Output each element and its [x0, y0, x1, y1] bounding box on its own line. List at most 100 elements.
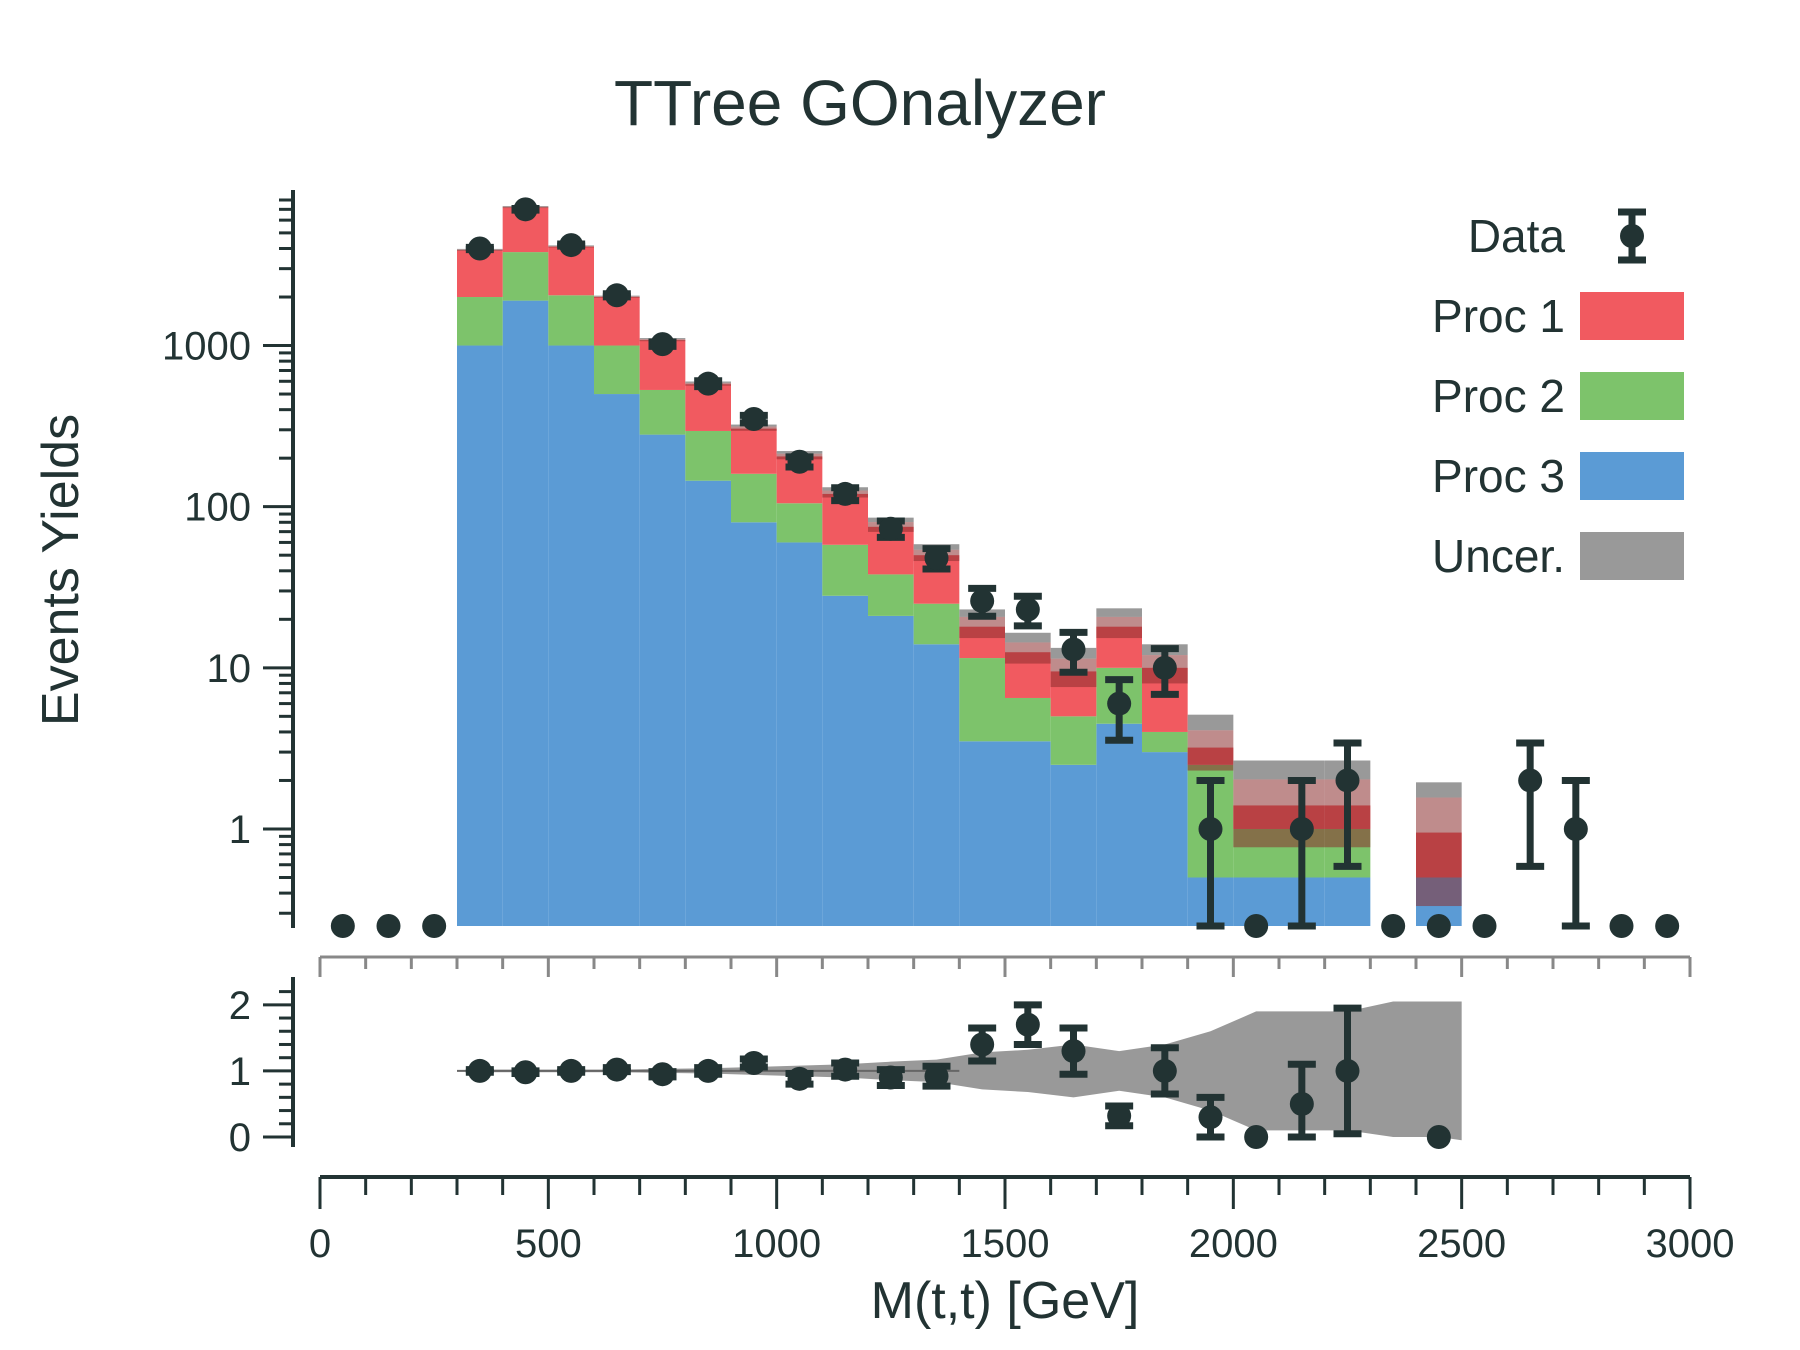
data-point [513, 197, 538, 222]
data-point [878, 516, 903, 541]
ratio-point [1244, 1125, 1269, 1149]
legend-label: Proc 3 [1432, 450, 1565, 502]
ratio-point [696, 1058, 721, 1083]
data-points [330, 197, 1680, 938]
bar-proc-3 [457, 345, 503, 926]
data-point [1289, 816, 1314, 841]
ratio-points [465, 1001, 1451, 1149]
data-point [970, 588, 995, 613]
uncertainty-inner [959, 616, 1005, 639]
uncertainty-inner [1233, 779, 1279, 848]
data-point [1061, 637, 1086, 662]
x-tick-label: 0 [309, 1222, 331, 1266]
data-point [422, 914, 447, 938]
x-tick-label: 1500 [961, 1222, 1050, 1266]
ratio-point [1015, 1012, 1040, 1037]
data-point [833, 481, 858, 506]
legend-label: Proc 1 [1432, 290, 1565, 342]
bar-proc-3 [1324, 877, 1371, 926]
ratio-point [1426, 1125, 1451, 1149]
data-point [1563, 816, 1588, 841]
x-tick-label: 3000 [1646, 1222, 1735, 1266]
y-tick-label: 100 [184, 486, 251, 530]
data-point [330, 914, 355, 938]
bar-proc-2 [1050, 716, 1097, 765]
data-point [1335, 768, 1360, 793]
y-tick-label: 1 [229, 808, 251, 852]
ratio-point [1198, 1105, 1223, 1130]
uncertainty-inner [1005, 642, 1051, 664]
bar-proc-2 [868, 574, 914, 616]
bar-proc-3 [822, 595, 868, 926]
data-point [1472, 914, 1497, 938]
data-point [1609, 914, 1634, 938]
legend: Data Proc 1 Proc 2 Proc 3 Uncer. [1432, 208, 1684, 582]
main-axes: 1 10 100 1000 [162, 190, 1692, 977]
legend-label: Data [1468, 210, 1566, 262]
y-axis-label: Events Yields [32, 414, 90, 726]
chart-title: TTree GOnalyzer [614, 67, 1106, 139]
y-tick-label: 1000 [162, 325, 251, 369]
bar-proc-3 [639, 434, 686, 926]
bar-proc-3 [913, 644, 960, 926]
ratio-point [1335, 1058, 1360, 1083]
uncertainty-inner [1096, 616, 1142, 639]
data-point [787, 449, 812, 474]
legend-swatch [1580, 372, 1684, 420]
data-point [1244, 914, 1269, 938]
bar-proc-2 [594, 345, 640, 395]
bar-proc-2 [822, 544, 868, 596]
x-tick-label: 2500 [1417, 1222, 1506, 1266]
ratio-point [924, 1064, 949, 1089]
bar-proc-2 [685, 430, 731, 481]
bar-proc-3 [685, 480, 731, 926]
data-point [376, 914, 401, 938]
ratio-point [833, 1057, 858, 1082]
ratio-axes: 0 1 2 0 500 1000 1500 2000 2500 3000 [229, 977, 1735, 1266]
data-point [696, 371, 721, 396]
bar-proc-2 [731, 473, 777, 523]
bar-proc-3 [594, 394, 640, 927]
legend-swatch [1580, 452, 1684, 500]
x-tick-label: 2000 [1189, 1222, 1278, 1266]
data-point [650, 332, 675, 357]
data-point [559, 233, 584, 258]
legend-swatch [1580, 532, 1684, 580]
bar-proc-2 [913, 603, 960, 645]
bar-proc-3 [548, 345, 594, 926]
ratio-point [787, 1066, 812, 1091]
y-tick-label: 10 [207, 647, 252, 691]
data-point [1426, 914, 1451, 938]
uncertainty-inner [1416, 797, 1462, 907]
legend-swatch [1580, 292, 1684, 340]
data-point [1152, 655, 1177, 680]
uncertainty-outer-upper [1096, 608, 1142, 617]
data-point [604, 283, 629, 308]
ratio-point [1289, 1091, 1314, 1116]
ratio-point [467, 1058, 492, 1083]
bar-proc-3 [1096, 723, 1142, 926]
bar-proc-2 [959, 658, 1005, 742]
data-point [1518, 768, 1543, 793]
bar-proc-2 [502, 252, 549, 301]
data-point [1015, 597, 1040, 622]
ratio-point [1061, 1039, 1086, 1064]
bar-proc-3 [1005, 741, 1051, 926]
ratio-y-tick-label: 1 [229, 1050, 251, 1094]
uncertainty-outer-upper [1005, 632, 1051, 643]
uncertainty-outer-upper [1279, 760, 1325, 780]
bar-proc-3 [1050, 764, 1097, 926]
bar-proc-3 [959, 741, 1005, 926]
data-point [741, 407, 766, 432]
bar-proc-2 [1005, 697, 1051, 742]
x-axis-label: M(t,t) [GeV] [871, 1272, 1140, 1330]
legend-label: Uncer. [1432, 530, 1565, 582]
data-point [1107, 691, 1132, 716]
bar-proc-3 [502, 300, 549, 927]
legend-label: Proc 2 [1432, 370, 1565, 422]
ratio-point [1152, 1058, 1177, 1083]
data-point [467, 236, 492, 261]
data-point [1381, 914, 1406, 938]
uncertainty-outer-upper [1416, 782, 1462, 798]
